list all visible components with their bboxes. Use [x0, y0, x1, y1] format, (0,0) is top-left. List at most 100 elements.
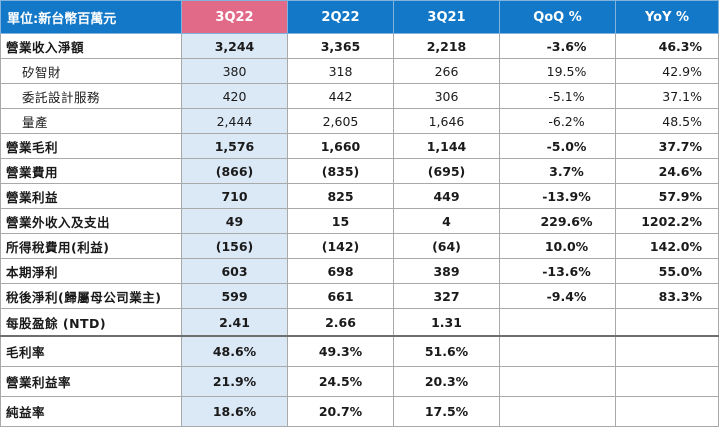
- cell-2q22: 698: [287, 258, 394, 284]
- cell-yoy: 48.5%: [615, 108, 719, 134]
- ratio-label: 毛利率: [0, 335, 182, 367]
- col-header-qoq: QoQ %: [499, 0, 616, 34]
- cell-3q22: 21.9%: [181, 366, 288, 397]
- cell-yoy: 42.9%: [615, 58, 719, 84]
- cell-3q21: 51.6%: [393, 335, 500, 367]
- unit-label: 單位:新台幣百萬元: [0, 0, 182, 34]
- col-header-3q21: 3Q21: [393, 0, 500, 34]
- cell-yoy: 24.6%: [615, 158, 719, 184]
- cell-3q22: 1,576: [181, 133, 288, 159]
- cell-3q21: 17.5%: [393, 396, 500, 427]
- cell-qoq: -6.2%: [499, 108, 616, 134]
- cell-2q22: 661: [287, 283, 394, 309]
- cell-3q22: 420: [181, 83, 288, 109]
- cell-qoq: 10.0%: [499, 233, 616, 259]
- cell-qoq: -3.6%: [499, 33, 616, 59]
- row-label: 稅後淨利(歸屬母公司業主): [0, 283, 182, 309]
- cell-3q21: 1,646: [393, 108, 500, 134]
- cell-3q22: 18.6%: [181, 396, 288, 427]
- cell-3q21: 2,218: [393, 33, 500, 59]
- cell-yoy-empty: [615, 366, 719, 397]
- cell-qoq: 229.6%: [499, 208, 616, 234]
- cell-3q22: 2.41: [181, 308, 288, 337]
- cell-2q22: 2.66: [287, 308, 394, 337]
- cell-yoy-empty: [615, 335, 719, 367]
- table-row: 營業外收入及支出 49 15 4 229.6% 1202.2%: [0, 208, 719, 234]
- cell-qoq: -13.9%: [499, 183, 616, 209]
- table-row: 每股盈餘 (NTD) 2.41 2.66 1.31: [0, 308, 719, 337]
- cell-3q22: 603: [181, 258, 288, 284]
- row-label: 營業利益: [0, 183, 182, 209]
- cell-3q22: (156): [181, 233, 288, 259]
- table-row: 營業毛利 1,576 1,660 1,144 -5.0% 37.7%: [0, 133, 719, 159]
- cell-yoy: 1202.2%: [615, 208, 719, 234]
- cell-qoq: -13.6%: [499, 258, 616, 284]
- cell-qoq-empty: [499, 396, 616, 427]
- table-row: 營業費用 (866) (835) (695) 3.7% 24.6%: [0, 158, 719, 184]
- table-row: 營業利益 710 825 449 -13.9% 57.9%: [0, 183, 719, 209]
- cell-3q22: 49: [181, 208, 288, 234]
- cell-qoq: 3.7%: [499, 158, 616, 184]
- cell-3q21: 389: [393, 258, 500, 284]
- table-row: 營業收入淨額 3,244 3,365 2,218 -3.6% 46.3%: [0, 33, 719, 59]
- cell-yoy: 142.0%: [615, 233, 719, 259]
- row-label: 本期淨利: [0, 258, 182, 284]
- cell-2q22: 15: [287, 208, 394, 234]
- cell-2q22: 825: [287, 183, 394, 209]
- cell-yoy: [615, 308, 719, 337]
- row-label: 委託設計服務: [0, 83, 182, 109]
- row-label: 矽智財: [0, 58, 182, 84]
- cell-yoy-empty: [615, 396, 719, 427]
- cell-3q22: 2,444: [181, 108, 288, 134]
- cell-qoq: [499, 308, 616, 337]
- row-label: 營業費用: [0, 158, 182, 184]
- row-label: 營業收入淨額: [0, 33, 182, 59]
- cell-3q21: 449: [393, 183, 500, 209]
- cell-3q22: 3,244: [181, 33, 288, 59]
- cell-2q22: (142): [287, 233, 394, 259]
- ratio-label: 純益率: [0, 396, 182, 427]
- table-row: 本期淨利 603 698 389 -13.6% 55.0%: [0, 258, 719, 284]
- cell-3q22: 380: [181, 58, 288, 84]
- cell-qoq-empty: [499, 335, 616, 367]
- cell-3q21: 327: [393, 283, 500, 309]
- cell-3q21: 1,144: [393, 133, 500, 159]
- row-label: 營業毛利: [0, 133, 182, 159]
- col-header-yoy: YoY %: [615, 0, 719, 34]
- cell-2q22: 1,660: [287, 133, 394, 159]
- table-row: 稅後淨利(歸屬母公司業主) 599 661 327 -9.4% 83.3%: [0, 283, 719, 309]
- cell-3q22: 710: [181, 183, 288, 209]
- cell-2q22: 24.5%: [287, 366, 394, 397]
- cell-3q21: (695): [393, 158, 500, 184]
- cell-3q21: (64): [393, 233, 500, 259]
- table-row: 矽智財 380 318 266 19.5% 42.9%: [0, 58, 719, 84]
- cell-yoy: 37.1%: [615, 83, 719, 109]
- table-row: 所得稅費用(利益) (156) (142) (64) 10.0% 142.0%: [0, 233, 719, 259]
- cell-yoy: 83.3%: [615, 283, 719, 309]
- cell-3q21: 1.31: [393, 308, 500, 337]
- row-label: 營業外收入及支出: [0, 208, 182, 234]
- cell-2q22: 442: [287, 83, 394, 109]
- ratio-row: 毛利率 48.6% 49.3% 51.6%: [0, 335, 719, 367]
- cell-2q22: (835): [287, 158, 394, 184]
- table-row: 量產 2,444 2,605 1,646 -6.2% 48.5%: [0, 108, 719, 134]
- cell-3q21: 4: [393, 208, 500, 234]
- cell-yoy: 57.9%: [615, 183, 719, 209]
- cell-3q22: 599: [181, 283, 288, 309]
- row-label: 量產: [0, 108, 182, 134]
- header-row: 單位:新台幣百萬元 3Q22 2Q22 3Q21 QoQ % YoY %: [0, 0, 719, 34]
- ratio-label: 營業利益率: [0, 366, 182, 397]
- cell-2q22: 49.3%: [287, 335, 394, 367]
- cell-2q22: 3,365: [287, 33, 394, 59]
- ratio-row: 營業利益率 21.9% 24.5% 20.3%: [0, 366, 719, 397]
- row-label: 所得稅費用(利益): [0, 233, 182, 259]
- cell-3q21: 306: [393, 83, 500, 109]
- col-header-3q22: 3Q22: [181, 0, 288, 34]
- cell-yoy: 46.3%: [615, 33, 719, 59]
- table-row: 委託設計服務 420 442 306 -5.1% 37.1%: [0, 83, 719, 109]
- cell-qoq: -9.4%: [499, 283, 616, 309]
- cell-qoq: -5.1%: [499, 83, 616, 109]
- cell-qoq: -5.0%: [499, 133, 616, 159]
- cell-3q21: 20.3%: [393, 366, 500, 397]
